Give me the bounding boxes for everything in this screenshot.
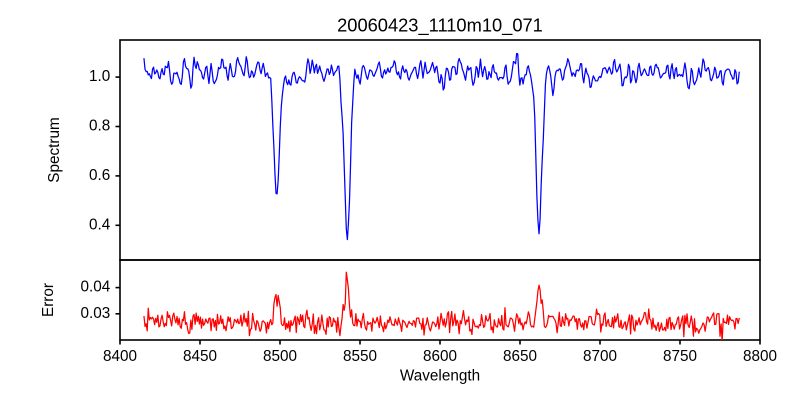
- svg-text:1.0: 1.0: [89, 68, 110, 85]
- svg-text:8550: 8550: [343, 348, 377, 365]
- svg-text:8750: 8750: [663, 348, 697, 365]
- svg-text:8800: 8800: [743, 348, 777, 365]
- svg-text:Error: Error: [40, 283, 57, 317]
- svg-text:Wavelength: Wavelength: [400, 368, 480, 385]
- svg-text:8700: 8700: [583, 348, 617, 365]
- svg-text:8650: 8650: [503, 348, 537, 365]
- svg-text:0.03: 0.03: [81, 305, 111, 322]
- svg-text:8500: 8500: [263, 348, 297, 365]
- svg-text:0.8: 0.8: [89, 118, 110, 135]
- svg-text:8400: 8400: [103, 348, 137, 365]
- svg-text:0.04: 0.04: [81, 279, 111, 296]
- svg-text:20060423_1110m10_071: 20060423_1110m10_071: [337, 15, 543, 37]
- svg-text:0.6: 0.6: [89, 167, 110, 184]
- svg-text:0.4: 0.4: [89, 216, 111, 233]
- svg-text:Spectrum: Spectrum: [46, 117, 63, 182]
- svg-text:8450: 8450: [183, 348, 217, 365]
- svg-text:8600: 8600: [423, 348, 457, 365]
